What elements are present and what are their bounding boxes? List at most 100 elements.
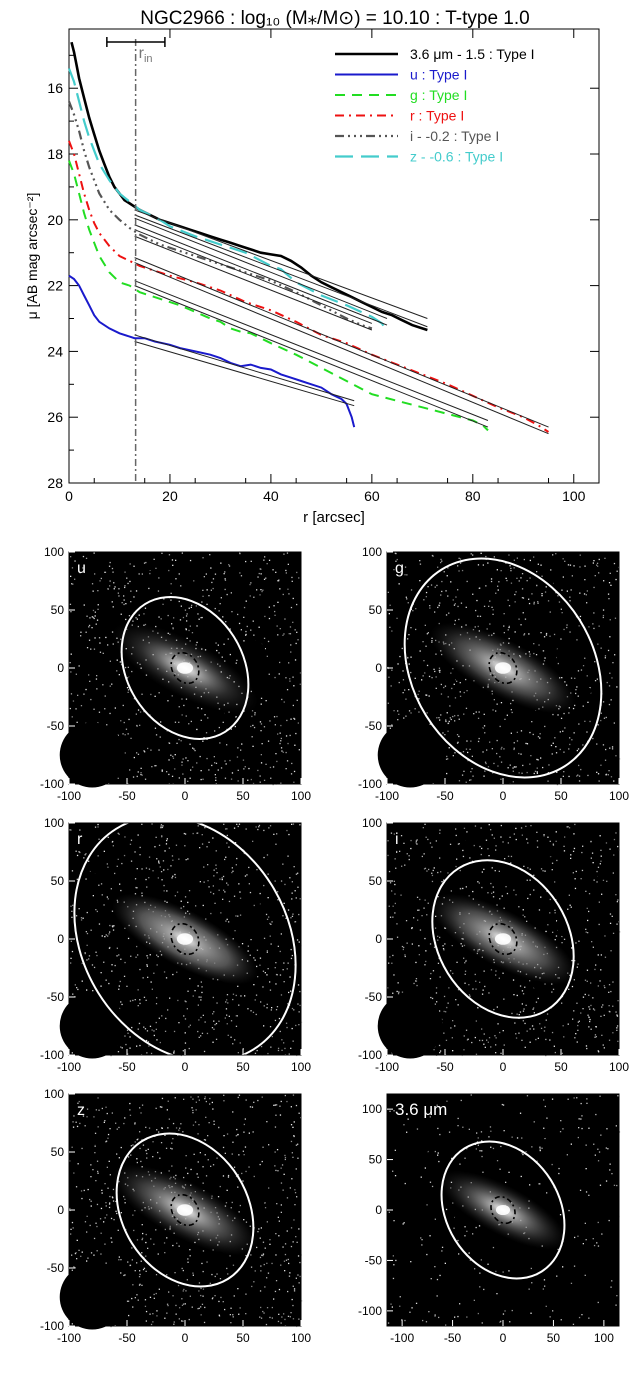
noise-pixel: [155, 1229, 157, 1231]
noise-pixel: [512, 781, 514, 783]
noise-pixel: [220, 562, 222, 564]
noise-pixel: [96, 688, 98, 690]
noise-pixel: [501, 1103, 503, 1106]
noise-pixel: [492, 891, 495, 893]
noise-pixel: [70, 829, 72, 831]
noise-pixel: [418, 954, 420, 956]
noise-pixel: [439, 719, 441, 721]
star-masks: [420, 1117, 593, 1270]
noise-pixel: [200, 981, 202, 983]
noise-pixel: [613, 722, 615, 724]
noise-pixel: [182, 758, 184, 760]
noise-pixel: [192, 832, 194, 835]
noise-pixel: [416, 843, 418, 845]
noise-pixel: [223, 889, 225, 891]
noise-pixel: [259, 1256, 262, 1259]
noise-pixel: [266, 1121, 268, 1123]
noise-pixel: [525, 825, 527, 827]
noise-pixel: [143, 750, 145, 752]
noise-pixel: [299, 1004, 301, 1007]
noise-pixel: [608, 770, 610, 772]
noise-pixel: [441, 1250, 443, 1252]
noise-pixel: [209, 1103, 211, 1105]
noise-pixel: [245, 560, 247, 563]
noise-pixel: [193, 1153, 195, 1155]
noise-pixel: [227, 1034, 229, 1036]
noise-pixel: [109, 931, 111, 933]
noise-pixel: [602, 879, 605, 881]
noise-pixel: [261, 1160, 263, 1163]
noise-pixel: [282, 593, 284, 596]
noise-pixel: [136, 775, 138, 778]
noise-pixel: [477, 625, 479, 628]
noise-pixel: [101, 1189, 103, 1191]
noise-pixel: [185, 757, 187, 759]
noise-pixel: [581, 1127, 583, 1130]
noise-pixel: [278, 1017, 281, 1020]
noise-pixel: [573, 565, 575, 567]
x-tick-label: 100: [609, 1060, 629, 1074]
noise-pixel: [506, 579, 508, 582]
noise-pixel: [616, 1029, 618, 1031]
noise-pixel: [175, 844, 178, 846]
noise-pixel: [80, 705, 83, 707]
noise-pixel: [584, 1274, 586, 1276]
noise-pixel: [277, 1049, 280, 1052]
noise-pixel: [284, 1158, 286, 1161]
noise-pixel: [158, 861, 160, 863]
noise-pixel: [423, 853, 425, 855]
noise-pixel: [589, 1018, 591, 1021]
noise-pixel: [615, 578, 617, 581]
noise-pixel: [157, 590, 160, 592]
noise-pixel: [214, 762, 216, 764]
noise-pixel: [545, 930, 547, 933]
noise-pixel: [160, 827, 162, 829]
noise-pixel: [596, 771, 598, 773]
noise-pixel: [184, 896, 187, 898]
noise-pixel: [93, 617, 95, 620]
noise-pixel: [235, 864, 237, 866]
noise-pixel: [104, 695, 106, 697]
noise-pixel: [419, 898, 421, 901]
noise-pixel: [502, 1313, 505, 1315]
noise-pixel: [493, 762, 495, 765]
noise-pixel: [552, 988, 555, 990]
noise-pixel: [119, 883, 121, 885]
noise-pixel: [237, 1133, 239, 1136]
noise-pixel: [483, 868, 485, 870]
noise-pixel: [100, 577, 102, 580]
noise-pixel: [107, 866, 109, 868]
series-line: [68, 140, 550, 433]
noise-pixel: [128, 615, 131, 617]
noise-pixel: [220, 912, 222, 914]
noise-pixel: [471, 1041, 473, 1044]
noise-pixel: [530, 825, 532, 827]
noise-pixel: [212, 837, 214, 839]
noise-pixel: [438, 717, 440, 719]
noise-pixel: [543, 1099, 545, 1101]
x-tick-label: 100: [291, 789, 311, 803]
noise-pixel: [212, 1297, 214, 1299]
noise-pixel: [215, 850, 217, 852]
noise-pixel: [580, 1102, 582, 1105]
noise-pixel: [515, 827, 517, 830]
noise-pixel: [529, 980, 531, 982]
noise-pixel: [566, 826, 568, 828]
noise-pixel: [225, 763, 227, 765]
noise-pixel: [472, 890, 474, 893]
noise-pixel: [152, 1313, 154, 1315]
noise-pixel: [563, 751, 565, 753]
noise-pixel: [544, 870, 546, 872]
noise-pixel: [79, 829, 81, 831]
noise-pixel: [440, 594, 442, 596]
noise-pixel: [262, 1254, 264, 1257]
noise-pixel: [214, 1295, 216, 1297]
x-tick-label: 0: [500, 1060, 507, 1074]
noise-pixel: [207, 1159, 209, 1161]
noise-pixel: [161, 1097, 164, 1100]
noise-pixel: [287, 909, 290, 911]
noise-pixel: [75, 673, 77, 675]
noise-pixel: [243, 1131, 245, 1133]
noise-pixel: [522, 1020, 524, 1022]
noise-pixel: [148, 1045, 150, 1047]
